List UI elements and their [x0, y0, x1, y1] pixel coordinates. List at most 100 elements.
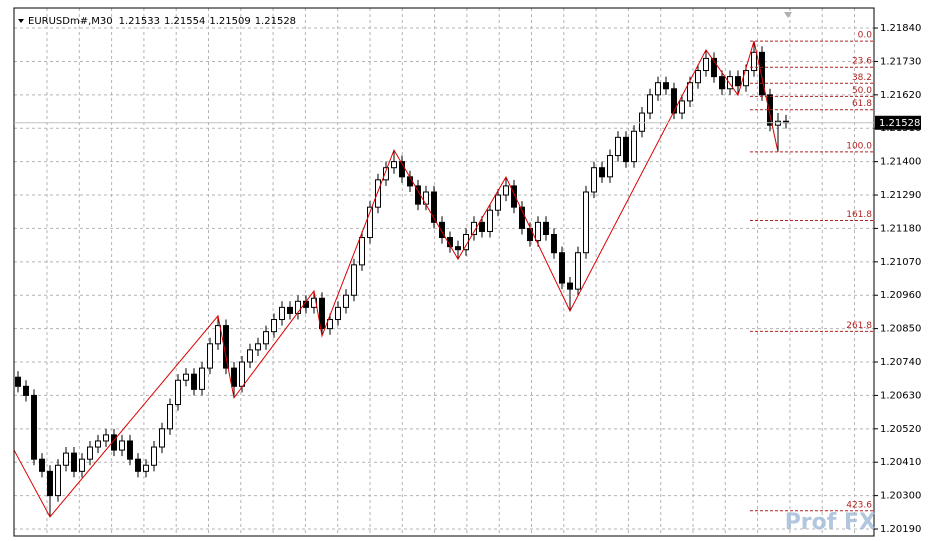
- fibo-label: 100.0: [846, 141, 872, 151]
- price-label: 1.21528: [879, 118, 920, 129]
- candle-body: [391, 161, 397, 169]
- candle-body: [535, 221, 541, 242]
- candle-body: [143, 464, 149, 472]
- fibo-label: 161.8: [846, 210, 872, 220]
- y-tick-label: 1.21400: [880, 157, 921, 168]
- candle-body: [567, 282, 573, 290]
- candle-body: [47, 470, 53, 497]
- y-tick-label: 1.20740: [880, 357, 921, 368]
- candle-body: [367, 206, 373, 239]
- candle-body: [455, 246, 461, 251]
- candle-body: [431, 191, 437, 223]
- candle-body: [207, 343, 213, 369]
- candle-body: [711, 57, 717, 78]
- candle-body: [375, 179, 381, 208]
- shift-marker: [784, 12, 792, 18]
- candle-body: [239, 361, 245, 387]
- candle-body: [15, 376, 21, 387]
- candle-body: [95, 440, 101, 448]
- fibo-label: 61.8: [852, 99, 872, 109]
- y-tick-label: 1.20410: [880, 457, 921, 468]
- candle-body: [175, 379, 181, 406]
- candle-body: [751, 51, 757, 72]
- candle-body: [255, 343, 261, 351]
- header-open: 1.21533: [119, 16, 160, 27]
- fibo-label: 23.6: [852, 57, 872, 67]
- candle-body: [191, 373, 197, 390]
- plot: 0.0 23.6 38.2 50.0 61.8 100.0 161.8 261.8 423.6: [13, 31, 874, 518]
- y-tick-label: 1.21070: [880, 257, 921, 268]
- candle-body: [559, 252, 565, 284]
- y-tick-label: 1.21730: [880, 56, 921, 67]
- y-tick-label: 1.21840: [880, 23, 921, 34]
- candle-body: [599, 167, 605, 178]
- chart-header: EURUSDm#,M30 1.21533 1.21554 1.21509 1.21528: [28, 16, 296, 27]
- candle-body: [231, 367, 237, 387]
- y-tick-label: 1.20630: [880, 390, 921, 401]
- candle-body: [735, 76, 741, 87]
- candle-body: [351, 264, 357, 296]
- candle-body: [639, 112, 645, 132]
- candle-body: [87, 446, 93, 460]
- candle-body: [55, 464, 61, 497]
- candle-body: [519, 206, 525, 229]
- y-tick-label: 1.20300: [880, 491, 921, 502]
- candle-body: [607, 155, 613, 178]
- y-tick-label: 1.21620: [880, 90, 921, 101]
- candle-body: [511, 185, 517, 208]
- candle-body: [279, 306, 285, 321]
- candle-body: [647, 94, 653, 114]
- candle-body: [39, 458, 45, 472]
- candle-body: [719, 76, 725, 90]
- candle-body: [199, 367, 205, 390]
- candle-body: [495, 194, 501, 211]
- candle-body: [655, 82, 661, 96]
- candle-body: [183, 373, 189, 381]
- candle-body: [295, 300, 301, 314]
- plot-frame: [13, 7, 875, 537]
- candle-body: [151, 446, 157, 466]
- zigzag-line: [13, 40, 779, 518]
- menu-arrow: [18, 19, 24, 23]
- candle-body: [583, 191, 589, 254]
- candle-body: [119, 440, 125, 451]
- candle-body: [439, 221, 445, 239]
- candle-body: [551, 234, 557, 254]
- watermark: Prof FX: [785, 510, 876, 535]
- fibo-label: 50.0: [852, 86, 872, 96]
- candle-body: [335, 306, 341, 321]
- fibo-label: 261.8: [846, 321, 872, 331]
- candle-body: [71, 452, 77, 472]
- candle-body: [103, 434, 109, 442]
- candle-body: [479, 221, 485, 232]
- candle-body: [663, 82, 669, 90]
- candle-body: [135, 458, 141, 472]
- candle-body: [487, 209, 493, 232]
- candle-body: [679, 100, 685, 114]
- candle-body: [591, 167, 597, 193]
- candle-body: [383, 167, 389, 181]
- header-high: 1.21554: [164, 16, 205, 27]
- candle-body: [615, 136, 621, 157]
- candle-body: [671, 88, 677, 114]
- candle-body: [687, 82, 693, 102]
- candle-body: [31, 394, 37, 460]
- candle-body: [759, 51, 765, 96]
- candle-body: [247, 349, 253, 363]
- y-tick-label: 1.20960: [880, 290, 921, 301]
- y-tick-label: 1.20190: [880, 524, 921, 535]
- candle-body: [727, 76, 733, 90]
- candle-body: [359, 237, 365, 266]
- fibo-trend: [753, 40, 779, 153]
- candle-body: [631, 130, 637, 163]
- candle-body: [695, 70, 701, 84]
- header-close: 1.21528: [255, 16, 296, 27]
- candle-body: [159, 428, 165, 448]
- candle-body: [327, 319, 333, 330]
- fibo-label: 423.6: [846, 500, 872, 510]
- candle-body: [215, 325, 221, 345]
- y-tick-label: 1.20850: [880, 324, 921, 335]
- candle-body: [167, 404, 173, 430]
- candle-body: [543, 221, 549, 236]
